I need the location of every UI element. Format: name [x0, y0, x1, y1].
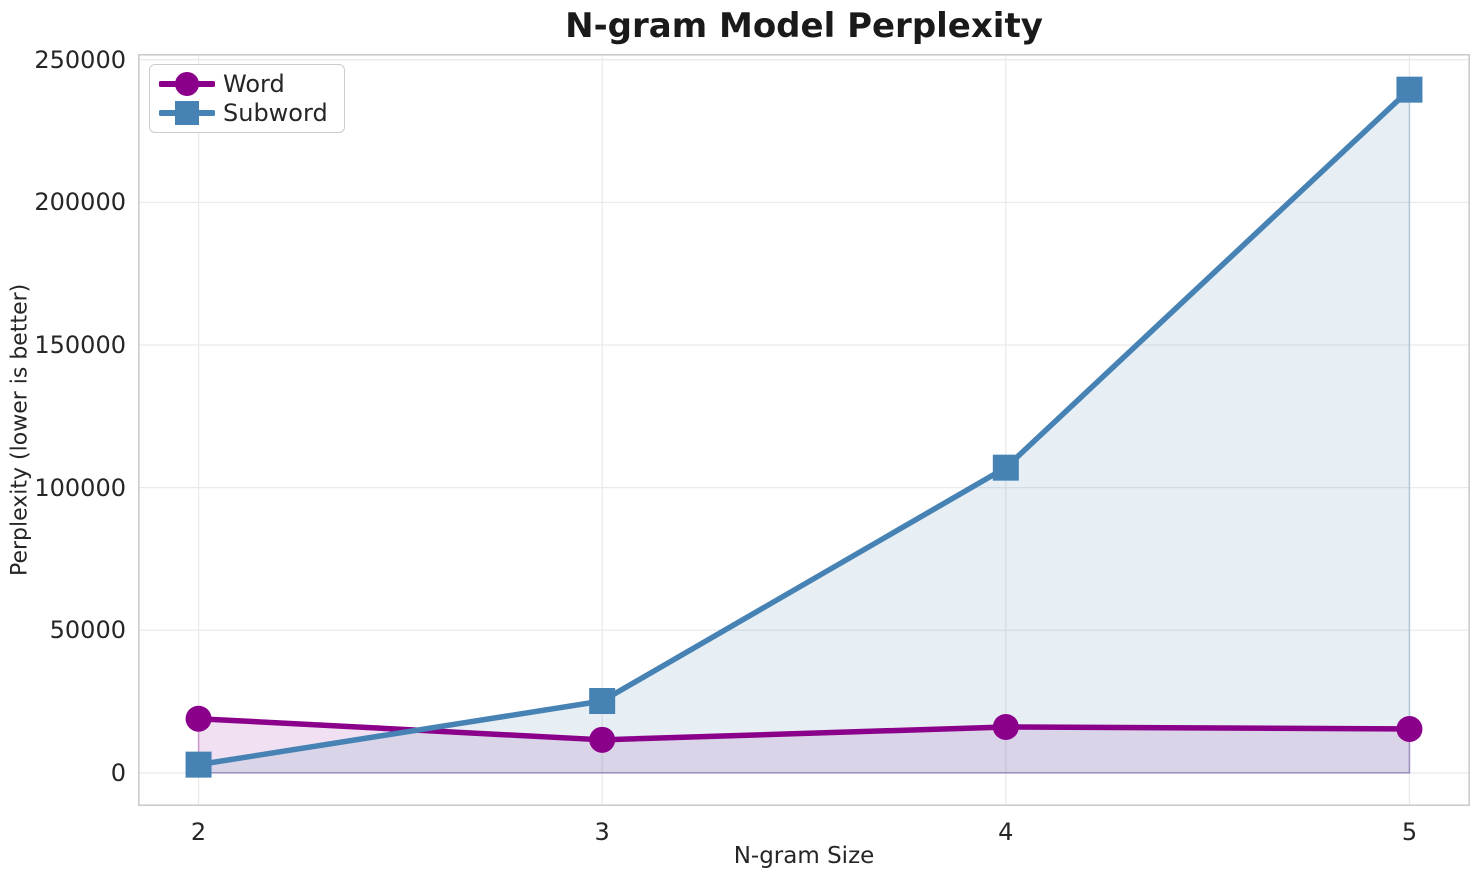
- x-tick-label: 3: [594, 818, 610, 846]
- x-tick-label: 4: [998, 818, 1014, 846]
- subword-area: [197, 87, 1411, 774]
- plot-area: [138, 54, 1470, 806]
- y-tick-label: 100000: [34, 473, 126, 502]
- y-tick-label: 50000: [49, 616, 126, 645]
- plot-border: [138, 54, 1470, 806]
- subword-point: [1396, 76, 1423, 103]
- subword-point: [992, 454, 1019, 481]
- x-axis-label: N-gram Size: [733, 843, 875, 869]
- y-tick-label: 250000: [34, 45, 126, 74]
- legend-label-subword: Subword: [223, 99, 328, 127]
- word-line: [195, 715, 1413, 743]
- y-tick-label: 200000: [34, 188, 126, 217]
- y-tick-label: 150000: [34, 330, 126, 359]
- y-axis-label: Perplexity (lower is better): [7, 283, 33, 577]
- word-point: [992, 713, 1019, 740]
- legend-item-word: Word: [158, 70, 328, 98]
- word-point: [185, 705, 212, 732]
- x-tick-label: 5: [1401, 818, 1418, 846]
- x-tick-label: 2: [190, 818, 207, 846]
- chart-title: N-gram Model Perplexity: [565, 6, 1043, 46]
- legend: Word Subword: [149, 64, 345, 133]
- subword-point: [185, 751, 212, 778]
- subword-point: [589, 688, 616, 715]
- word-point: [589, 726, 616, 753]
- legend-label-word: Word: [223, 70, 285, 98]
- subword-line-square-marker-icon: [158, 99, 216, 127]
- word-line-circle-marker-icon: [158, 70, 216, 98]
- y-tick-label: 0: [110, 758, 126, 787]
- subword-line: [195, 86, 1413, 768]
- legend-item-subword: Subword: [158, 99, 328, 127]
- word-point: [1396, 715, 1423, 742]
